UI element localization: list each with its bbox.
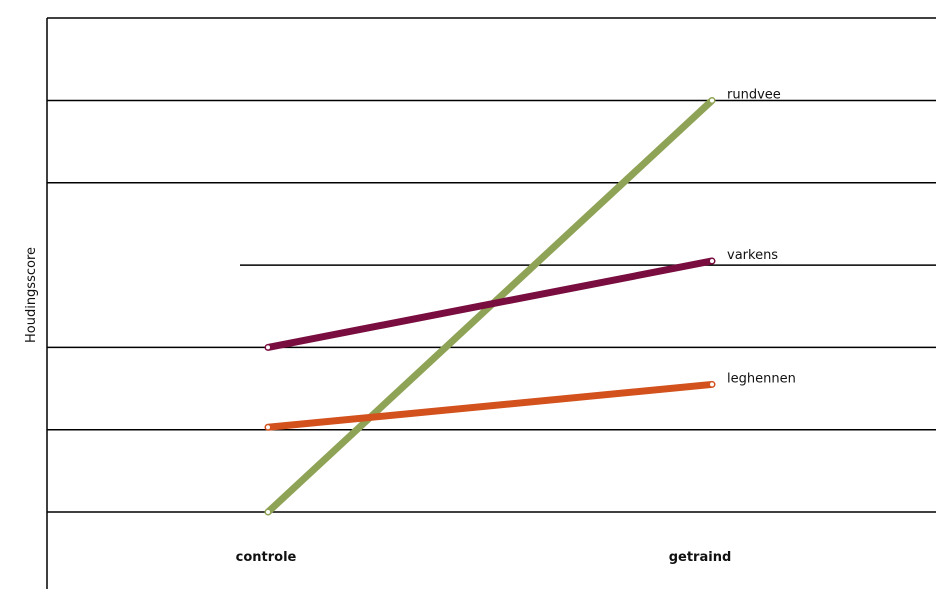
data-point-rundvee-getraind <box>710 98 714 103</box>
category-label-controle: controle <box>236 550 297 565</box>
series-label-rundvee: rundvee <box>727 88 781 103</box>
data-point-leghennen-controle <box>266 425 270 430</box>
series-label-varkens: varkens <box>727 248 778 263</box>
data-point-leghennen-getraind <box>710 382 714 387</box>
data-point-rundvee-controle <box>266 510 270 514</box>
category-label-getraind: getraind <box>669 550 732 565</box>
y-axis-label: Houdingsscore <box>24 247 39 343</box>
series-line-leghennen <box>264 380 716 431</box>
data-point-varkens-getraind <box>710 258 714 263</box>
series-layer: rundvee varkens leghennen <box>264 88 796 516</box>
series-label-leghennen: leghennen <box>727 371 796 386</box>
series-line-varkens <box>264 257 716 351</box>
gridlines <box>47 99 936 513</box>
data-point-varkens-controle <box>266 345 270 350</box>
